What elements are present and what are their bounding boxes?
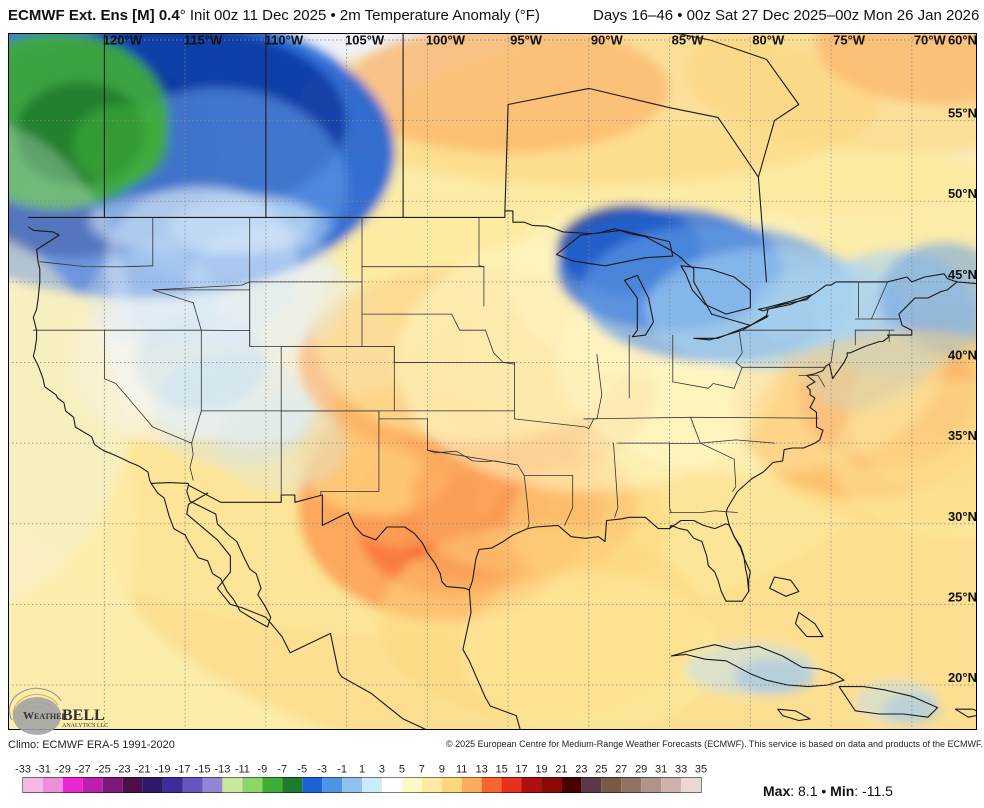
svg-text:-25: -25 xyxy=(95,764,111,776)
svg-text:11: 11 xyxy=(456,764,467,776)
svg-text:ANALYTICS LLC: ANALYTICS LLC xyxy=(62,723,108,729)
svg-text:27: 27 xyxy=(615,764,627,776)
svg-text:-5: -5 xyxy=(297,764,307,776)
svg-text:-31: -31 xyxy=(35,764,51,776)
svg-text:21: 21 xyxy=(555,764,567,776)
svg-text:9: 9 xyxy=(439,764,445,776)
svg-text:23: 23 xyxy=(575,764,587,776)
svg-text:17: 17 xyxy=(515,764,527,776)
svg-text:-33: -33 xyxy=(15,764,31,776)
svg-text:13: 13 xyxy=(475,764,487,776)
svg-text:1: 1 xyxy=(359,764,365,776)
svg-text:-19: -19 xyxy=(155,764,171,776)
svg-text:BELL: BELL xyxy=(62,707,105,724)
svg-text:-23: -23 xyxy=(115,764,131,776)
svg-text:3: 3 xyxy=(379,764,385,776)
svg-text:-17: -17 xyxy=(175,764,191,776)
svg-text:19: 19 xyxy=(535,764,547,776)
svg-text:-29: -29 xyxy=(55,764,71,776)
svg-text:-7: -7 xyxy=(277,764,287,776)
svg-text:-21: -21 xyxy=(135,764,151,776)
svg-text:-1: -1 xyxy=(337,764,347,776)
svg-text:-27: -27 xyxy=(75,764,91,776)
svg-text:-13: -13 xyxy=(214,764,230,776)
svg-text:-3: -3 xyxy=(317,764,327,776)
svg-text:5: 5 xyxy=(399,764,405,776)
svg-text:-9: -9 xyxy=(257,764,267,776)
svg-text:-11: -11 xyxy=(235,764,250,776)
svg-text:33: 33 xyxy=(675,764,687,776)
svg-text:25: 25 xyxy=(595,764,607,776)
svg-text:31: 31 xyxy=(655,764,667,776)
svg-text:29: 29 xyxy=(635,764,647,776)
svg-text:-15: -15 xyxy=(195,764,211,776)
svg-text:35: 35 xyxy=(695,764,707,776)
svg-text:WEATHER: WEATHER xyxy=(23,710,67,722)
svg-text:15: 15 xyxy=(495,764,507,776)
svg-text:7: 7 xyxy=(419,764,425,776)
